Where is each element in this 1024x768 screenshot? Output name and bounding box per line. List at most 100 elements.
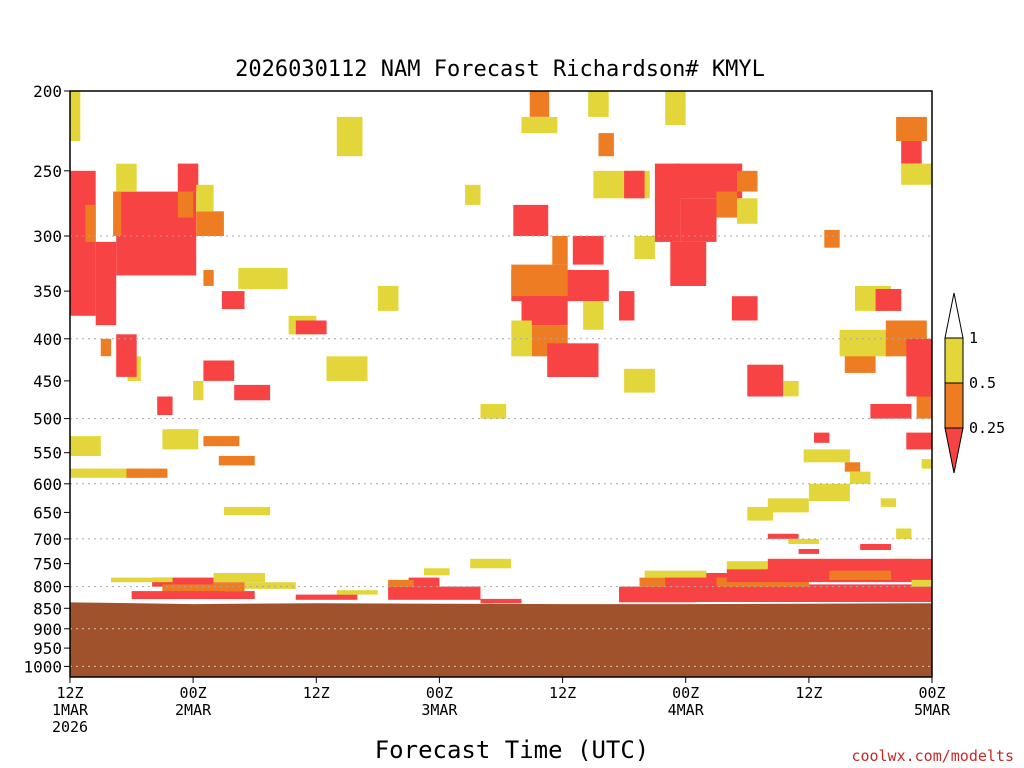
ri-cell-113 <box>716 577 809 587</box>
ri-cell-89 <box>788 538 820 544</box>
ri-cell-69 <box>875 289 902 311</box>
ri-cell-41 <box>521 296 568 326</box>
ri-cell-75 <box>896 116 927 141</box>
x-tick-label-2-0: 12Z <box>303 684 330 702</box>
x-tick-label-3-1: 3MAR <box>421 701 458 719</box>
x-tick-label-1-0: 00Z <box>180 684 207 702</box>
ri-cell-52 <box>634 236 655 260</box>
y-tick-label-850: 850 <box>33 599 62 618</box>
ri-cell-97 <box>213 573 265 583</box>
legend-label-2: 0.25 <box>969 419 1005 437</box>
ri-cell-83 <box>767 498 809 513</box>
ri-cell-96 <box>111 577 173 583</box>
plot-area <box>69 90 933 678</box>
y-tick-label-600: 600 <box>33 475 62 494</box>
ri-cell-57 <box>680 198 717 242</box>
ri-cell-81 <box>849 471 871 484</box>
ri-cell-99 <box>244 582 296 589</box>
ri-cell-16 <box>70 91 81 141</box>
ri-cell-71 <box>906 338 932 397</box>
legend-swatch-orange <box>944 382 964 429</box>
y-tick-label-700: 700 <box>33 530 62 549</box>
y-tick-label-650: 650 <box>33 503 62 522</box>
ri-cell-27 <box>70 468 142 478</box>
ri-cell-36 <box>521 116 558 134</box>
ri-cell-11 <box>238 267 288 290</box>
x-tick-label-6-0: 12Z <box>795 684 822 702</box>
y-tick-label-750: 750 <box>33 555 62 574</box>
y-axis-ticks: 200 250 300 350 400 450 500 550 600 650 700 750 800 8… <box>23 82 70 676</box>
legend-swatch-top-arrow <box>944 292 964 339</box>
ri-cell-84 <box>747 506 773 521</box>
ri-cell-102 <box>388 586 481 600</box>
ri-cell-20 <box>234 384 271 401</box>
ri-cell-78 <box>906 432 932 450</box>
y-tick-label-450: 450 <box>33 372 62 391</box>
ri-cell-22 <box>295 320 327 335</box>
x-tick-label-0-0: 12Z <box>56 684 83 702</box>
credit-link[interactable]: coolwx.com/modelts <box>851 747 1014 765</box>
ri-cell-65 <box>824 230 840 248</box>
y-tick-label-900: 900 <box>33 620 62 639</box>
ri-cell-19 <box>193 380 204 401</box>
ri-cell-90 <box>798 549 820 554</box>
ri-cell-107 <box>480 598 522 604</box>
y-tick-label-1000: 1000 <box>23 657 62 676</box>
y-tick-label-350: 350 <box>33 282 62 301</box>
x-tick-label-4-0: 12Z <box>549 684 576 702</box>
y-tick-label-500: 500 <box>33 410 62 429</box>
ri-cell-61 <box>737 170 758 192</box>
ri-cell-8 <box>196 211 224 236</box>
ri-cell-38 <box>513 204 549 236</box>
ri-cell-29 <box>162 429 199 450</box>
ri-cell-7 <box>177 191 194 218</box>
ri-cell-24 <box>377 285 399 311</box>
x-tick-label-7-1: 5MAR <box>914 701 951 719</box>
x-tick-label-0-1: 1MAR <box>52 701 89 719</box>
ri-cell-32 <box>223 506 271 516</box>
x-tick-label-3-0: 00Z <box>426 684 453 702</box>
ri-cell-1 <box>95 241 117 326</box>
ri-cell-105 <box>424 568 450 576</box>
ri-cell-112 <box>696 584 932 602</box>
y-tick-label-300: 300 <box>33 227 62 246</box>
ri-cell-87 <box>896 528 912 539</box>
ri-cell-23 <box>326 356 368 381</box>
ri-cell-82 <box>808 483 850 502</box>
ri-cell-26 <box>70 436 101 456</box>
ri-cell-108 <box>619 586 696 603</box>
ri-cell-86 <box>880 498 897 507</box>
ri-cells <box>70 91 932 604</box>
ri-cell-62 <box>747 364 784 397</box>
ri-cell-34 <box>465 184 481 205</box>
ri-cell-12 <box>221 291 245 309</box>
ri-cell-94 <box>162 584 224 594</box>
ri-cell-2 <box>85 204 96 242</box>
ri-cell-100 <box>295 594 358 600</box>
ri-cell-64 <box>731 296 758 321</box>
ri-cell-118 <box>911 579 932 587</box>
ri-cell-95 <box>131 591 255 599</box>
ri-cell-111 <box>644 570 707 578</box>
ri-cell-5 <box>116 163 137 192</box>
ri-cell-80 <box>844 462 861 472</box>
ri-cell-60 <box>737 198 758 224</box>
ri-cell-101 <box>336 590 378 595</box>
legend-label-0: 1 <box>969 329 978 347</box>
ri-cell-43 <box>552 236 568 265</box>
ri-cell-103 <box>408 577 440 587</box>
ri-cell-74 <box>901 137 922 164</box>
ri-cell-104 <box>388 579 414 587</box>
y-tick-label-400: 400 <box>33 330 62 349</box>
legend-swatch-yellow <box>944 337 964 384</box>
ri-cell-63 <box>783 380 799 397</box>
ri-cell-59 <box>716 191 737 218</box>
ri-cell-42 <box>572 236 604 265</box>
ri-cell-51 <box>598 133 614 157</box>
ri-cell-116 <box>767 558 932 571</box>
ground-terrain <box>70 602 932 677</box>
ri-cell-35 <box>529 91 550 117</box>
ri-cell-91 <box>860 544 891 550</box>
